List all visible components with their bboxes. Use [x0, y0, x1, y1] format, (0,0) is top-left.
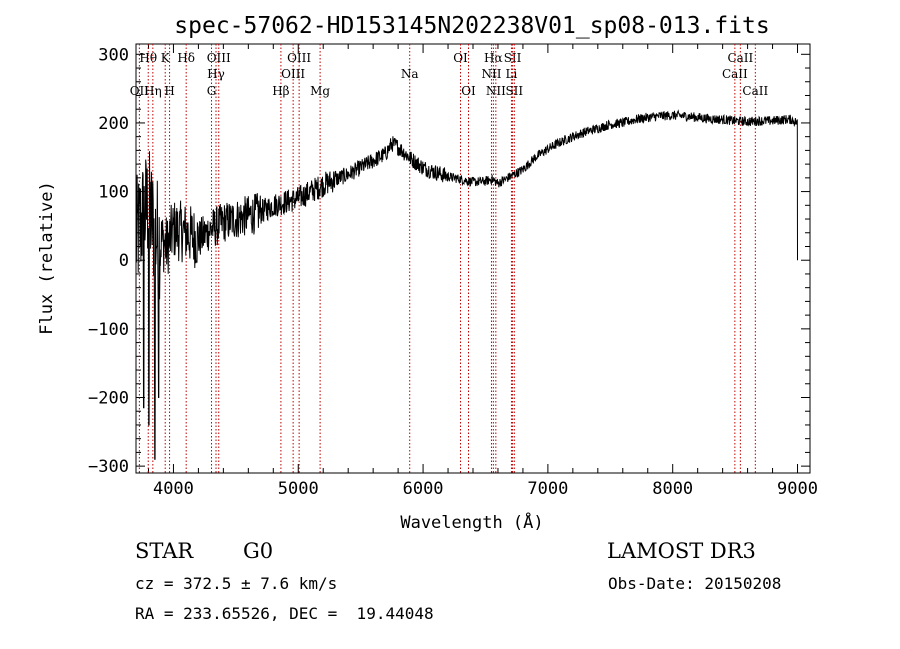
line-marker-label: Hγ — [207, 67, 225, 81]
x-tick-label: 9000 — [777, 479, 818, 499]
redshift-readout: cz = 372.5 ± 7.6 km/s — [135, 574, 338, 593]
line-marker-label: OI — [453, 51, 468, 65]
line-marker-label: H — [164, 84, 174, 98]
series — [135, 109, 798, 460]
object-subclass: G0 — [243, 539, 274, 563]
spectrum-line — [135, 109, 798, 460]
object-class: STAR — [135, 539, 194, 563]
y-tick-label: 0 — [119, 251, 129, 271]
x-tick-label: 4000 — [153, 479, 194, 499]
obs-date: Obs-Date: 20150208 — [608, 574, 782, 593]
x-tick-label: 8000 — [652, 479, 693, 499]
line-marker-label: Hδ — [177, 51, 195, 65]
line-marker-label: SII — [505, 84, 523, 98]
coordinates: RA = 233.65526, DEC = 19.44048 — [135, 604, 434, 623]
line-marker-label: Na — [401, 67, 419, 81]
y-tick-label: −200 — [88, 388, 129, 408]
line-marker-label: Li — [506, 67, 518, 81]
line-marker-label: OIII — [207, 51, 231, 65]
y-tick-label: 300 — [98, 45, 129, 65]
y-axis-label: Flux (relative) — [37, 181, 57, 335]
x-tick-label: 7000 — [527, 479, 568, 499]
line-marker-label: NII — [481, 67, 501, 81]
chart-title: spec-57062-HD153145N202238V01_sp08-013.f… — [174, 13, 769, 39]
x-axis-label: Wavelength (Å) — [400, 511, 543, 533]
line-marker-label: OII — [130, 84, 150, 98]
line-marker-label: SII — [504, 51, 522, 65]
line-marker-label: CaII — [742, 84, 768, 98]
y-tick-label: 100 — [98, 183, 129, 203]
line-marker-label: Hβ — [272, 84, 289, 98]
y-tick-label: −300 — [88, 457, 129, 477]
x-tick-label: 5000 — [278, 479, 319, 499]
plot-frame — [135, 43, 811, 474]
line-marker-label: OIII — [287, 51, 311, 65]
line-marker-label: Mg — [310, 84, 330, 98]
survey-name: LAMOST DR3 — [607, 539, 756, 563]
y-tick-label: 200 — [98, 114, 129, 134]
line-marker-label: Hθ — [139, 51, 157, 65]
axes: 4000 5000 6000 7000 8000 9000 −300 −200 −100 0 100… — [88, 43, 818, 499]
line-marker-label: Hα — [484, 51, 503, 65]
y-tick-label: −100 — [88, 320, 129, 340]
x-tick-label: 6000 — [403, 479, 444, 499]
line-marker-label: NII — [486, 84, 506, 98]
line-marker-label: Hη — [144, 84, 162, 98]
line-markers: OII Hθ Hη K H Hδ G OIII Hγ Hβ OIII OIII Mg Na OI OI Hα NI… — [130, 44, 768, 473]
line-marker-label: G — [207, 84, 217, 98]
line-marker-label: OIII — [281, 67, 305, 81]
line-marker-label: CaII — [727, 51, 753, 65]
line-marker-label: CaII — [722, 67, 748, 81]
line-marker-label: K — [161, 51, 171, 65]
line-marker-label: OI — [461, 84, 476, 98]
